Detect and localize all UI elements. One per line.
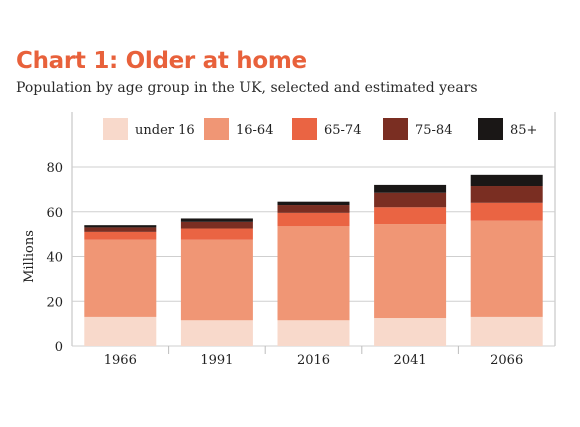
bar-segment xyxy=(470,174,543,187)
bar-segment xyxy=(277,320,350,346)
bar-segment xyxy=(180,228,253,240)
y-tick-label: 0 xyxy=(55,340,63,355)
legend-swatch xyxy=(204,118,229,140)
y-tick-label: 40 xyxy=(46,251,63,266)
bar-segment xyxy=(374,184,447,193)
legend-label: 75-84 xyxy=(415,123,452,138)
bar-segment xyxy=(470,202,543,221)
bar-segment xyxy=(277,201,350,206)
chart-title: Chart 1: Older at home xyxy=(16,48,307,74)
chart-subtitle: Population by age group in the UK, selec… xyxy=(16,80,478,96)
bar-segment xyxy=(374,207,447,225)
y-tick-label: 20 xyxy=(46,295,63,310)
x-tick-label: 2066 xyxy=(490,353,523,368)
bar-segment xyxy=(470,316,543,346)
legend-label: under 16 xyxy=(135,123,195,138)
bar-segment xyxy=(84,316,157,346)
legend-swatch xyxy=(383,118,408,140)
bar-segment xyxy=(180,320,253,346)
legend-swatch xyxy=(478,118,503,140)
bar-segment xyxy=(277,205,350,213)
bar-segment xyxy=(84,227,157,232)
legend-swatch xyxy=(292,118,317,140)
y-tick-label: 80 xyxy=(46,161,63,176)
bar-segment xyxy=(277,212,350,227)
bar-segment xyxy=(374,192,447,208)
x-tick-label: 2016 xyxy=(297,353,330,368)
bar-segment xyxy=(277,226,350,321)
y-axis-label: Millions xyxy=(22,230,37,283)
legend-label: 65-74 xyxy=(324,123,361,138)
bar-segment xyxy=(470,220,543,317)
bar-segment xyxy=(84,231,157,240)
x-tick-label: 1966 xyxy=(104,353,137,368)
legend-label: 16-64 xyxy=(236,123,273,138)
x-tick-label: 2041 xyxy=(394,353,427,368)
legend-label: 85+ xyxy=(510,123,537,138)
bar-segment xyxy=(180,239,253,321)
bar-segment xyxy=(180,218,253,222)
bar-segment xyxy=(470,186,543,203)
bar-segment xyxy=(180,221,253,229)
bar-segment xyxy=(84,239,157,317)
y-tick-label: 60 xyxy=(46,206,63,221)
bar-segment xyxy=(374,224,447,319)
bar-segment xyxy=(374,318,447,346)
legend-swatch xyxy=(103,118,128,140)
x-tick-label: 1991 xyxy=(200,353,233,368)
bar-segment xyxy=(84,225,157,228)
